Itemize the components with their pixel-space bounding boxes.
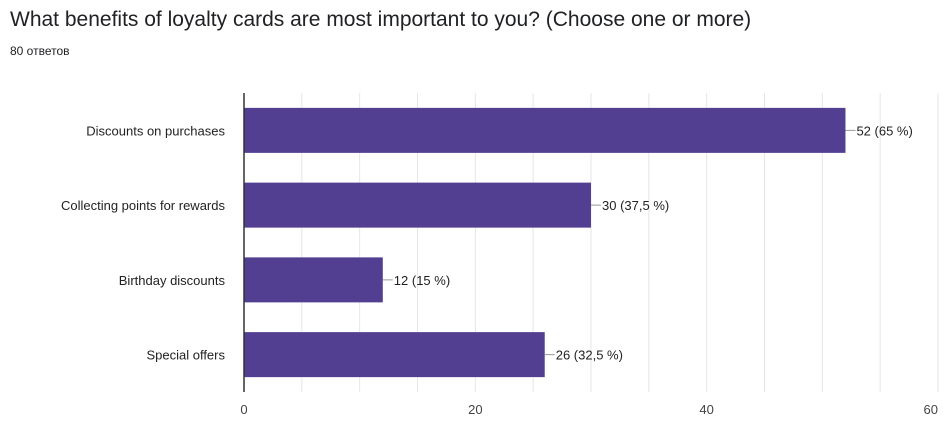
x-tick-label: 40 — [699, 402, 713, 417]
bar-value-label: 12 (15 %) — [394, 273, 450, 288]
x-tick-label: 0 — [240, 402, 247, 417]
bar — [244, 107, 846, 153]
bar-value-label: 26 (32,5 %) — [556, 348, 623, 363]
category-label: Special offers — [146, 348, 225, 363]
bar — [244, 182, 591, 228]
response-count: 80 ответов — [10, 44, 70, 58]
bar-value-label: 30 (37,5 %) — [602, 198, 669, 213]
bar-value-label: 52 (65 %) — [856, 123, 912, 138]
category-label: Collecting points for rewards — [61, 198, 226, 213]
question-title: What benefits of loyalty cards are most … — [10, 8, 752, 31]
category-label: Birthday discounts — [119, 273, 226, 288]
category-label: Discounts on purchases — [86, 123, 225, 138]
x-tick-label: 20 — [468, 402, 482, 417]
bar — [244, 332, 545, 378]
x-tick-label: 60 — [924, 402, 938, 417]
bar — [244, 257, 383, 303]
